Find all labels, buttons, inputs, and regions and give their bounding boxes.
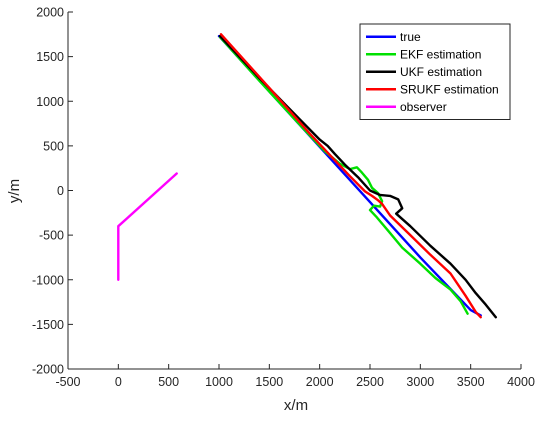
x-ticks: -500 0 500 1000 1500 2000 2500 3000 3500 4000	[55, 364, 535, 389]
y-tick-label: -500	[39, 229, 64, 243]
legend-label: UKF estimation	[400, 65, 482, 79]
x-axis-label: x/m	[284, 397, 308, 414]
x-tick-label: 4000	[507, 375, 535, 389]
x-tick-label: 2000	[306, 375, 334, 389]
legend-label: true	[400, 30, 421, 44]
x-tick-label: 0	[115, 375, 122, 389]
legend-label: EKF estimation	[400, 47, 481, 61]
y-tick-label: 1000	[36, 95, 64, 109]
y-axis-label: y/m	[6, 179, 23, 203]
x-tick-label: 3000	[406, 375, 434, 389]
y-tick-label: -1500	[32, 318, 64, 332]
series-line-srukf-estimation	[219, 33, 482, 319]
x-tick-label: 1000	[205, 375, 233, 389]
x-tick-label: 3500	[457, 375, 485, 389]
plot-lines	[117, 33, 497, 319]
x-tick-label: 1500	[255, 375, 283, 389]
x-tick-label: -500	[55, 375, 80, 389]
series-line-ukf-estimation	[218, 34, 497, 319]
y-tick-label: 500	[43, 139, 64, 153]
y-tick-label: 0	[57, 184, 64, 198]
x-tick-label: 500	[158, 375, 179, 389]
legend-label: observer	[400, 100, 447, 114]
y-tick-label: -2000	[32, 363, 64, 377]
y-tick-label: 2000	[36, 6, 64, 20]
x-tick-label: 2500	[356, 375, 384, 389]
y-ticks: -2000 -1500 -1000 -500 0 500 1000 1500 2000	[32, 6, 73, 377]
legend-label: SRUKF estimation	[400, 82, 499, 96]
y-tick-label: 1500	[36, 50, 64, 64]
y-tick-label: -1000	[32, 273, 64, 287]
series-line-observer	[117, 172, 178, 281]
legend: true EKF estimation UKF estimation SRUKF es…	[359, 23, 511, 120]
